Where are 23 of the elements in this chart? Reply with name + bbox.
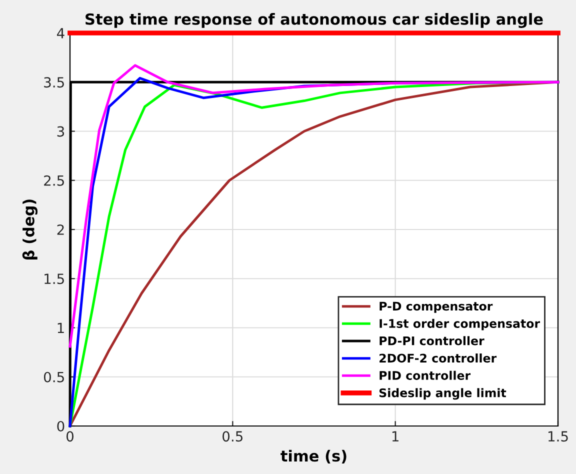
x-tick-label: 0 bbox=[66, 431, 74, 442]
x-tick-label: 0.5 bbox=[222, 431, 242, 442]
y-tick-label: 2.5 bbox=[44, 175, 64, 186]
legend-label: P-D compensator bbox=[380, 302, 493, 313]
legend-label: I-1st order compensator bbox=[380, 318, 540, 330]
y-axis-title: β (deg) bbox=[22, 200, 38, 260]
y-tick-label: 4 bbox=[56, 28, 64, 38]
y-tick-label: 2 bbox=[57, 224, 64, 235]
y-tick-label: 1 bbox=[58, 322, 64, 334]
x-tick-label: 1.5 bbox=[548, 431, 568, 442]
line-series bbox=[68, 64, 560, 348]
legend-label: PD-PI controller bbox=[380, 336, 484, 346]
x-tick-label: 1 bbox=[392, 431, 398, 442]
y-tick-label: 3 bbox=[57, 126, 64, 137]
y-tick-label: 0 bbox=[57, 420, 64, 432]
legend-label: Sideslip angle limit bbox=[379, 388, 506, 400]
y-tick-label: 1.5 bbox=[44, 274, 64, 284]
y-tick-label: 0.5 bbox=[44, 372, 64, 382]
x-axis-title: time (s) bbox=[280, 450, 346, 464]
y-tick-label: 3.5 bbox=[44, 77, 64, 88]
chart-title: Step time response of autonomous car sideslip angle bbox=[86, 13, 543, 28]
legend-label: PID controller bbox=[380, 370, 471, 380]
legend-label: 2DOF-2 controller bbox=[380, 353, 497, 363]
